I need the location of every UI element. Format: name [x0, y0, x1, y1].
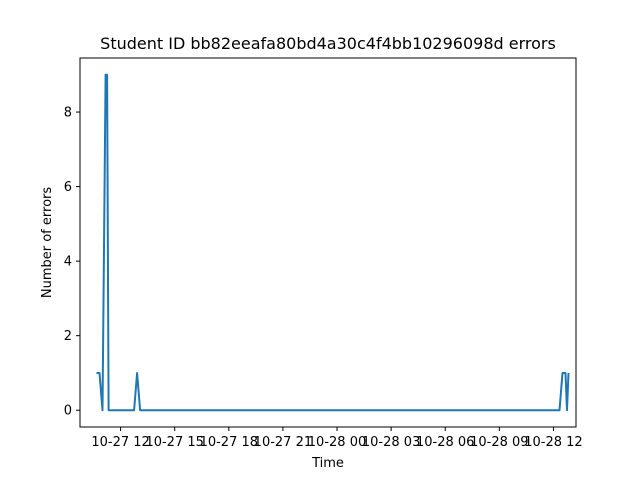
- plot-area: [79, 57, 577, 428]
- y-tick-label-0: 0: [64, 404, 72, 419]
- series-line-0: [96, 73, 570, 412]
- x-tick-label-1: 10-27 15: [145, 435, 203, 450]
- x-tick-label-0: 10-27 12: [91, 435, 149, 450]
- x-tick-label-2: 10-27 18: [200, 435, 258, 450]
- x-axis-label: Time: [311, 456, 344, 471]
- series-group: [96, 73, 570, 412]
- plot-frame: [79, 57, 577, 428]
- x-tick-label-5: 10-28 03: [362, 435, 420, 450]
- x-tick-label-4: 10-28 00: [308, 435, 366, 450]
- y-axis-label: Number of errors: [40, 187, 55, 298]
- y-tick-label-3: 6: [64, 180, 72, 195]
- y-axis: 0 2 4 6 8: [64, 106, 80, 419]
- x-tick-label-8: 10-28 12: [524, 435, 582, 450]
- y-tick-label-2: 4: [64, 255, 72, 270]
- y-tick-label-1: 2: [64, 329, 72, 344]
- x-tick-label-3: 10-27 21: [254, 435, 312, 450]
- chart-title: Student ID bb82eeafa80bd4a30c4f4bb102960…: [100, 34, 556, 53]
- x-tick-label-7: 10-28 09: [470, 435, 528, 450]
- y-tick-label-4: 8: [64, 106, 72, 121]
- x-tick-label-6: 10-28 06: [416, 435, 474, 450]
